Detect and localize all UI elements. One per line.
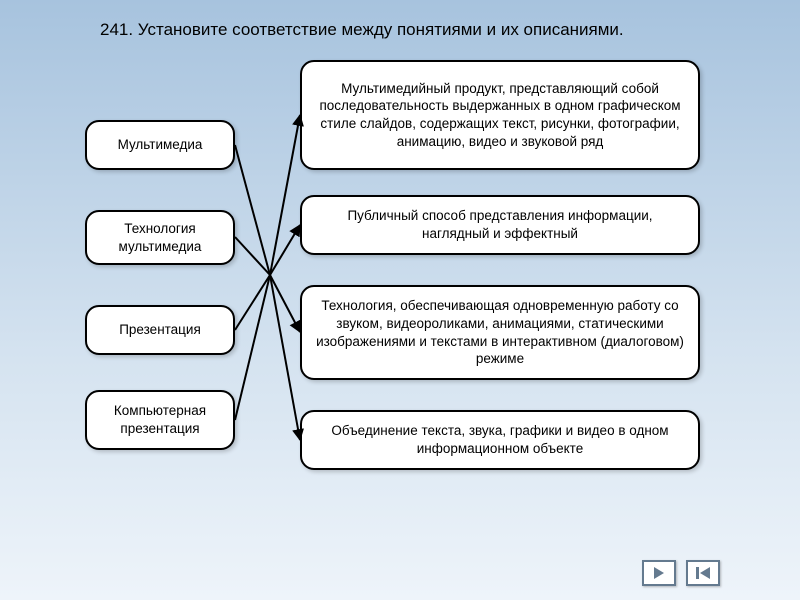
definition-2[interactable]: Публичный способ представления информаци… [300,195,700,255]
term-computer-presentation[interactable]: Компьютерная презентация [85,390,235,450]
definition-label: Технология, обеспечивающая одновременную… [312,297,688,367]
term-tech-multimedia[interactable]: Технология мультимедиа [85,210,235,265]
term-label: Мультимедиа [118,136,203,154]
definition-3[interactable]: Технология, обеспечивающая одновременную… [300,285,700,380]
next-button[interactable] [642,560,676,586]
play-icon [651,565,667,581]
term-label: Технология мультимедиа [97,220,223,255]
definition-1[interactable]: Мультимедийный продукт, представляющий с… [300,60,700,170]
first-button[interactable] [686,560,720,586]
definition-4[interactable]: Объединение текста, звука, графики и вид… [300,410,700,470]
definition-label: Публичный способ представления информаци… [312,207,688,242]
term-label: Компьютерная презентация [97,402,223,437]
skip-back-icon [694,565,712,581]
nav-controls [642,560,720,586]
term-presentation[interactable]: Презентация [85,305,235,355]
term-label: Презентация [119,321,201,339]
page-title: 241. Установите соответствие между понят… [100,20,624,40]
definition-label: Мультимедийный продукт, представляющий с… [312,80,688,150]
definition-label: Объединение текста, звука, графики и вид… [312,422,688,457]
term-multimedia[interactable]: Мультимедиа [85,120,235,170]
